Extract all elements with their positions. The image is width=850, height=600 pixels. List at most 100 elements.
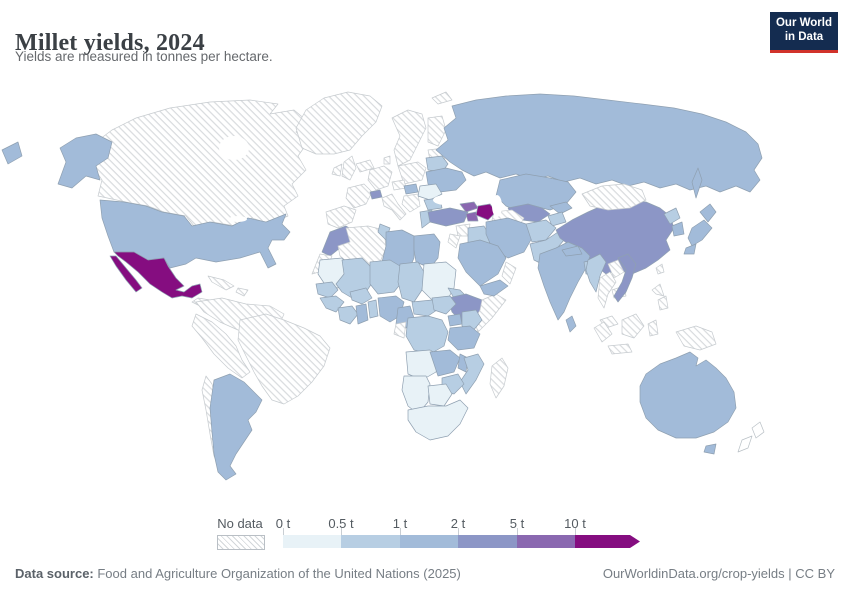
country-tanzania[interactable] [447, 325, 481, 351]
country-south-korea[interactable] [671, 221, 685, 237]
country-south-sudan[interactable] [431, 295, 457, 315]
country-japan-honshu[interactable] [687, 219, 713, 247]
region-congo-gabon[interactable] [393, 321, 407, 339]
country-somalia[interactable] [473, 293, 507, 333]
country-united-kingdom[interactable] [341, 155, 357, 181]
country-papua-new-guinea[interactable] [675, 325, 717, 351]
country-senegal[interactable] [315, 281, 339, 299]
country-japan-hokkaido[interactable] [699, 203, 717, 223]
country-cuba[interactable] [207, 275, 235, 291]
country-indonesia-borneo[interactable] [621, 313, 645, 339]
country-madagascar[interactable] [489, 357, 509, 399]
region-benin-togo[interactable] [367, 299, 379, 319]
legend-bin-10-plus[interactable] [575, 535, 640, 548]
legend-bin-5-10[interactable] [517, 535, 575, 548]
legend-bin-05-1[interactable] [341, 535, 400, 548]
legend-bin-0-05[interactable] [283, 535, 341, 548]
region-czechia-austria[interactable] [391, 179, 407, 191]
country-yemen[interactable] [479, 279, 509, 297]
country-mexico-baja[interactable] [109, 255, 143, 293]
legend-bin-2-5[interactable] [458, 535, 517, 548]
owid-logo-line2: in Data [784, 31, 824, 43]
country-azerbaijan[interactable] [475, 203, 497, 221]
country-india[interactable] [537, 241, 591, 321]
country-niger[interactable] [369, 259, 403, 295]
country-indonesia-sulawesi[interactable] [647, 319, 659, 337]
country-chad[interactable] [397, 261, 425, 303]
country-armenia[interactable] [465, 211, 479, 222]
country-laos[interactable] [607, 259, 625, 279]
country-pakistan[interactable] [529, 231, 565, 267]
owid-logo-line1: Our World [775, 17, 832, 29]
country-turkey[interactable] [427, 207, 469, 227]
country-philippines-mindanao[interactable] [657, 295, 669, 311]
country-myanmar[interactable] [585, 253, 607, 293]
legend-tick-label: 2 t [450, 516, 466, 531]
country-botswana[interactable] [427, 383, 453, 407]
country-indonesia-java[interactable] [607, 343, 633, 355]
legend-tick-label: 10 t [564, 516, 586, 531]
country-hungary[interactable] [403, 183, 419, 195]
country-kyrgyzstan[interactable] [549, 201, 573, 215]
country-japan-kyushu[interactable] [683, 243, 697, 255]
country-north-korea[interactable] [663, 207, 681, 225]
country-saudi-arabia[interactable] [457, 239, 507, 287]
page-title: Millet yields, 2024 [15, 30, 205, 57]
region-germany-central-europe[interactable] [367, 165, 393, 191]
country-uganda[interactable] [447, 313, 463, 327]
region-balkans[interactable] [401, 193, 421, 213]
country-italy[interactable] [381, 193, 407, 221]
country-switzerland[interactable] [369, 189, 383, 200]
country-greenland[interactable] [295, 91, 383, 155]
country-tajikistan[interactable] [547, 211, 567, 227]
region-chukotka[interactable] [1, 141, 23, 165]
country-finland[interactable] [427, 115, 447, 147]
country-new-zealand-south[interactable] [737, 435, 753, 453]
country-zambia[interactable] [429, 349, 461, 377]
country-new-zealand-north[interactable] [751, 421, 765, 439]
region-svalbard[interactable] [431, 91, 453, 105]
country-australia[interactable] [639, 351, 737, 439]
country-vietnam[interactable] [613, 253, 637, 303]
country-australia-tasmania[interactable] [703, 443, 717, 455]
country-ireland[interactable] [331, 163, 343, 177]
country-brazil[interactable] [237, 313, 331, 405]
country-united-states[interactable] [57, 133, 113, 189]
legend-tick-label: 0.5 t [328, 516, 354, 531]
country-ghana[interactable] [355, 303, 369, 325]
legend-no-data-swatch[interactable] [217, 535, 265, 550]
country-indonesia-sumatra[interactable] [593, 321, 613, 343]
chart-footer: Data source: Food and Agriculture Organi… [15, 566, 835, 581]
region-jordan-israel[interactable] [447, 233, 461, 249]
country-france[interactable] [345, 183, 373, 209]
data-source: Data source: Food and Agriculture Organi… [15, 566, 461, 581]
country-cote-divoire[interactable] [337, 305, 359, 325]
country-thailand[interactable] [597, 271, 617, 309]
country-afghanistan[interactable] [525, 219, 557, 243]
country-russia[interactable] [435, 93, 763, 193]
region-iberia[interactable] [325, 205, 357, 229]
country-mexico[interactable] [113, 251, 203, 299]
region-scandinavia[interactable] [391, 109, 427, 167]
region-sakhalin[interactable] [691, 167, 703, 199]
country-burkina-faso[interactable] [349, 287, 373, 305]
footer-link[interactable]: OurWorldinData.org/crop-yields | CC BY [602, 566, 835, 581]
country-iceland[interactable] [355, 159, 375, 173]
country-sri-lanka[interactable] [565, 315, 577, 333]
country-south-africa[interactable] [407, 399, 469, 441]
country-denmark[interactable] [383, 155, 391, 165]
region-hispaniola[interactable] [235, 287, 249, 297]
owid-logo[interactable]: Our World in Data [770, 12, 838, 53]
region-peru-bolivia[interactable] [191, 313, 251, 379]
legend-bin-1-2[interactable] [400, 535, 458, 548]
country-argentina[interactable] [209, 373, 263, 481]
country-dr-congo[interactable] [405, 315, 449, 355]
country-mongolia[interactable] [581, 183, 647, 211]
country-sudan[interactable] [421, 261, 457, 303]
country-taiwan[interactable] [655, 263, 665, 275]
country-philippines-luzon[interactable] [651, 283, 665, 297]
country-mozambique[interactable] [459, 353, 485, 395]
country-oman[interactable] [501, 261, 517, 285]
country-nepal[interactable] [561, 245, 583, 257]
